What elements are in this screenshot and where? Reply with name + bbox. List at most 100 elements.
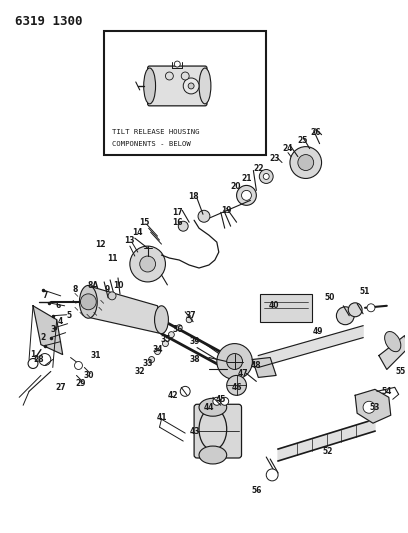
Text: 47: 47 (237, 369, 248, 378)
Circle shape (80, 294, 96, 310)
Text: 7: 7 (42, 292, 48, 301)
Text: 34: 34 (152, 345, 163, 354)
Circle shape (198, 211, 210, 222)
Text: 28: 28 (33, 355, 44, 364)
Text: 33: 33 (142, 359, 153, 368)
Text: 49: 49 (313, 327, 323, 336)
Circle shape (186, 317, 192, 322)
Text: 6319 1300: 6319 1300 (15, 15, 83, 28)
Circle shape (217, 344, 253, 379)
Circle shape (348, 303, 362, 317)
Ellipse shape (385, 332, 401, 352)
Text: 42: 42 (168, 391, 179, 400)
Circle shape (290, 147, 322, 179)
Text: 41: 41 (156, 413, 167, 422)
Text: 40: 40 (269, 301, 279, 310)
Text: 8A: 8A (88, 281, 99, 290)
Text: 52: 52 (322, 447, 333, 456)
Circle shape (242, 190, 251, 200)
Text: 55: 55 (395, 367, 406, 376)
Polygon shape (89, 286, 162, 334)
Text: 14: 14 (133, 228, 143, 237)
Circle shape (367, 304, 375, 312)
Circle shape (263, 173, 269, 180)
Text: 31: 31 (91, 351, 102, 360)
Text: 48: 48 (251, 361, 262, 370)
Text: 15: 15 (140, 218, 150, 227)
Text: 56: 56 (251, 486, 262, 495)
Circle shape (174, 61, 180, 67)
Polygon shape (379, 336, 408, 369)
Circle shape (180, 386, 190, 397)
Circle shape (140, 256, 155, 272)
Text: 20: 20 (231, 182, 241, 191)
Text: 17: 17 (172, 208, 183, 217)
Bar (104, 31, 266, 155)
Text: 44: 44 (204, 403, 214, 412)
FancyBboxPatch shape (194, 404, 242, 458)
Polygon shape (253, 358, 276, 377)
Circle shape (259, 169, 273, 183)
Text: 46: 46 (231, 383, 242, 392)
Circle shape (237, 185, 256, 205)
Text: 51: 51 (360, 287, 370, 296)
Text: 16: 16 (172, 218, 182, 227)
Polygon shape (278, 419, 375, 461)
Text: 22: 22 (253, 164, 264, 173)
Text: 24: 24 (283, 144, 293, 153)
Text: 13: 13 (124, 236, 135, 245)
Text: COMPONENTS - BELOW: COMPONENTS - BELOW (112, 141, 191, 147)
Text: 9: 9 (104, 285, 110, 294)
Circle shape (28, 359, 38, 368)
Text: 11: 11 (107, 254, 118, 263)
Text: 5: 5 (66, 311, 71, 320)
Circle shape (363, 401, 375, 413)
Text: 32: 32 (135, 367, 145, 376)
Circle shape (162, 341, 169, 346)
Circle shape (169, 332, 174, 337)
Text: 26: 26 (310, 128, 321, 137)
Circle shape (181, 72, 189, 80)
Text: 54: 54 (381, 387, 392, 396)
Circle shape (188, 83, 194, 89)
Text: 6: 6 (55, 301, 60, 310)
Polygon shape (355, 389, 391, 423)
Text: 25: 25 (297, 136, 308, 145)
Polygon shape (33, 306, 63, 354)
Circle shape (213, 397, 221, 405)
Text: 45: 45 (215, 395, 226, 404)
Circle shape (183, 78, 199, 94)
Text: 53: 53 (370, 403, 380, 412)
Text: 43: 43 (190, 426, 200, 435)
Circle shape (227, 375, 246, 395)
Bar (260, 294, 312, 322)
Text: 39: 39 (190, 337, 200, 346)
Text: TILT RELEASE HOUSING: TILT RELEASE HOUSING (112, 129, 200, 135)
Ellipse shape (199, 68, 211, 104)
Text: 30: 30 (83, 371, 93, 380)
Ellipse shape (199, 398, 227, 416)
Text: 2: 2 (40, 333, 46, 342)
Circle shape (221, 397, 228, 405)
Circle shape (75, 361, 82, 369)
Text: 23: 23 (269, 154, 279, 163)
Circle shape (130, 246, 165, 282)
Circle shape (178, 221, 188, 231)
Circle shape (165, 72, 173, 80)
Circle shape (176, 325, 182, 330)
Ellipse shape (80, 285, 97, 318)
Circle shape (227, 353, 242, 369)
Text: 8: 8 (73, 285, 78, 294)
Text: 35: 35 (160, 335, 171, 344)
Circle shape (337, 307, 354, 325)
Text: 19: 19 (222, 206, 232, 215)
Circle shape (298, 155, 314, 171)
Text: 12: 12 (95, 240, 105, 248)
Circle shape (108, 292, 116, 300)
Ellipse shape (199, 446, 227, 464)
Text: 27: 27 (55, 383, 66, 392)
Circle shape (266, 469, 278, 481)
Circle shape (39, 353, 51, 366)
FancyBboxPatch shape (148, 66, 207, 106)
Polygon shape (258, 326, 363, 367)
